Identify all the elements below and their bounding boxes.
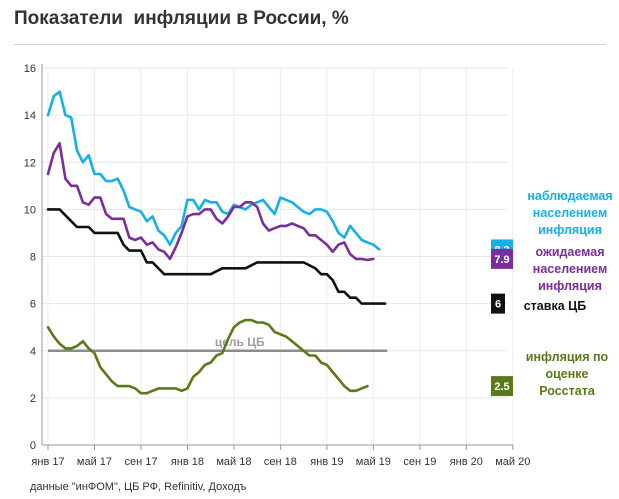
series-label-line: ставка ЦБ (524, 299, 587, 313)
series-label-key_rate: ставка ЦБ (524, 299, 587, 313)
y-tick-label: 6 (30, 299, 36, 311)
x-tick-label: май 20 (495, 456, 530, 468)
series-label-rosstat: инфляция по оценке Росстата (526, 350, 609, 398)
x-tick-label: сен 18 (264, 456, 297, 468)
end-badge-value: 7.9 (494, 254, 509, 266)
series-label-line: населением (533, 206, 607, 220)
x-tick-label: май 19 (356, 456, 391, 468)
series-label-line: инфляция (538, 279, 602, 293)
series-lines (46, 90, 387, 395)
series-label-expected: ожидаемая населением инфляция (533, 245, 607, 293)
x-tick-label: май 17 (77, 456, 112, 468)
x-tick-labels: янв 17 май 17 сен 17 янв 18 май 18 сен 18 янв … (31, 456, 530, 468)
x-tick-label: сен 17 (124, 456, 157, 468)
x-tick-label: янв 17 (31, 456, 64, 468)
end-value-badges: 8.37.962.5 (491, 239, 513, 397)
y-tick-label: 14 (24, 110, 36, 122)
series-label-line: инфляция по (526, 350, 609, 364)
end-badge-value: 2.5 (494, 381, 509, 393)
source-note: данные "инФОМ", ЦБ РФ, Refinitiv, Доходъ (30, 481, 247, 493)
x-tick-label: янв 19 (310, 456, 343, 468)
series-label-line: ожидаемая (535, 245, 604, 259)
axes (41, 64, 514, 450)
y-tick-label: 10 (24, 204, 36, 216)
series-label-line: Росстата (539, 384, 596, 398)
page-title: Показатели инфляции в России, % (14, 8, 349, 29)
y-tick-labels: 0 2 4 6 8 10 12 14 16 (24, 63, 36, 452)
end-badge-key_rate (491, 293, 505, 314)
series-line-rosstat (46, 318, 369, 395)
end-badge-expected (491, 248, 513, 269)
series-label-line: населением (533, 262, 607, 276)
target-label: цель ЦБ (215, 335, 265, 349)
target-line-group: цель ЦБ (48, 335, 388, 352)
series-label-line: инфляция (538, 223, 602, 237)
series-label-line: оценке (545, 367, 588, 381)
end-badge-value: 6 (495, 299, 501, 311)
x-tick-label: сен 19 (403, 456, 436, 468)
y-tick-label: 16 (24, 63, 36, 75)
series-labels: наблюдаемая населением инфляция ожидаемая на… (524, 189, 613, 398)
series-label-observed: наблюдаемая населением инфляция (527, 189, 612, 237)
y-tick-label: 8 (30, 252, 36, 264)
series-line-key_rate (46, 208, 387, 305)
x-tick-label: янв 18 (171, 456, 204, 468)
y-tick-label: 4 (30, 346, 36, 358)
x-tick-label: май 18 (216, 456, 251, 468)
series-line-observed (46, 90, 381, 251)
x-tick-label: янв 20 (450, 456, 483, 468)
series-line-expected (46, 142, 375, 262)
grid-lines (42, 67, 514, 445)
end-badge-rosstat (491, 376, 513, 397)
y-tick-label: 12 (24, 157, 36, 169)
title-divider (14, 44, 606, 45)
series-label-line: наблюдаемая (527, 189, 612, 203)
y-tick-label: 2 (30, 393, 36, 405)
y-tick-label: 0 (30, 440, 36, 452)
